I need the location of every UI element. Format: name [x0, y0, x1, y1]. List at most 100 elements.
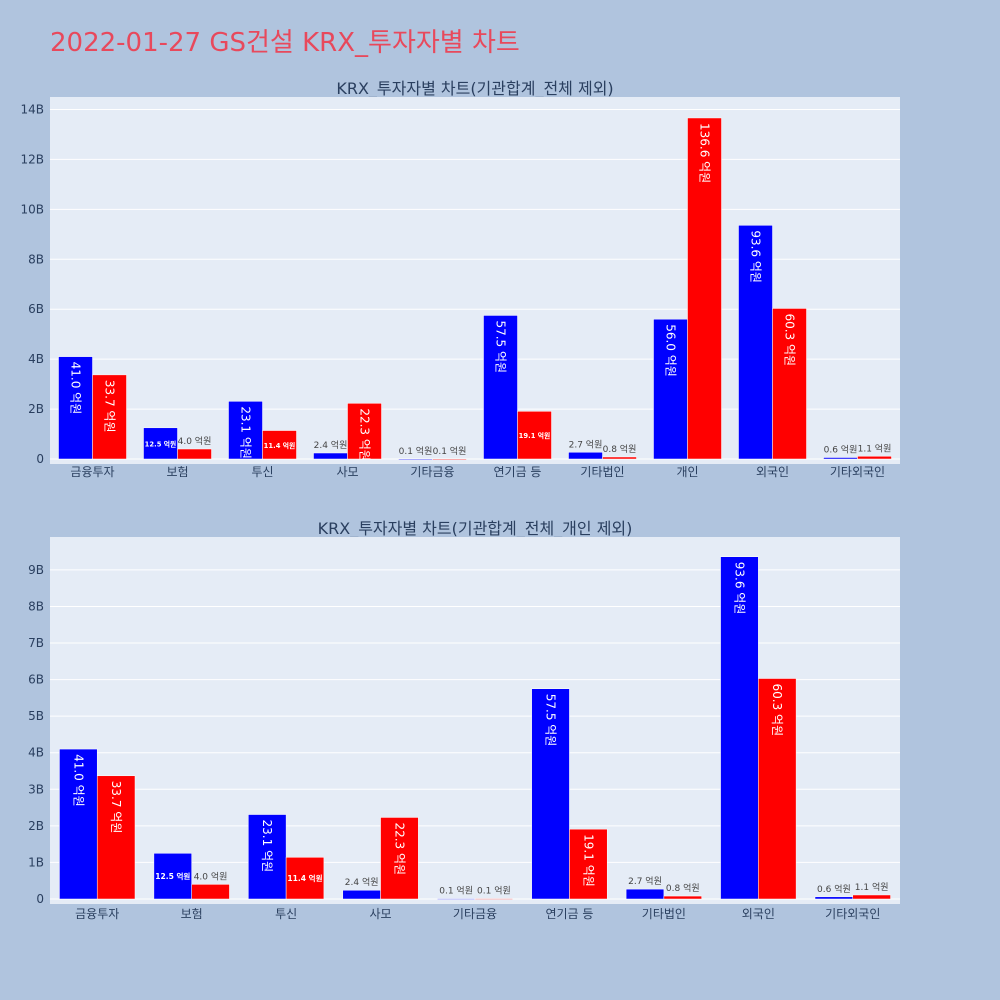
- data-label: 57.5 억원: [494, 320, 508, 373]
- data-label: 22.3 억원: [392, 822, 406, 875]
- bar: [474, 898, 514, 900]
- data-label: 0.1 억원: [439, 885, 473, 897]
- data-label: 2.4 억원: [314, 439, 348, 451]
- chart-title: KRX_투자자별 차트(기관합계_전체_개인 제외): [318, 519, 633, 539]
- bar: [653, 318, 688, 460]
- bar: [663, 895, 702, 900]
- data-label: 33.7 억원: [109, 781, 123, 834]
- y-tick-label: 2B: [28, 402, 44, 416]
- x-tick-label: 보험: [181, 907, 203, 921]
- x-tick-label: 외국인: [742, 907, 775, 921]
- y-tick-label: 2B: [28, 819, 44, 833]
- chart-institutional-individual-excluded: KRX_투자자별 차트(기관합계_전체_개인 제외) 0 1B 2B 3B 4B 5B 6B 7…: [28, 519, 900, 921]
- y-tick-label: 4B: [28, 352, 44, 366]
- y-tick-label: 7B: [28, 636, 44, 650]
- data-label: 2.4 억원: [345, 876, 379, 888]
- data-label: 23.1 억원: [239, 406, 253, 459]
- bar: [857, 456, 892, 460]
- bar: [483, 315, 518, 460]
- bar: [625, 888, 665, 900]
- data-label: 56.0 억원: [664, 324, 678, 377]
- x-tick-label: 기타외국인: [825, 907, 880, 921]
- bar: [342, 889, 381, 900]
- data-label: 41.0 억원: [71, 754, 85, 807]
- x-tick-label: 연기금 등: [545, 907, 593, 921]
- data-label: 2.7 억원: [569, 438, 603, 450]
- y-tick-label: 6B: [28, 302, 44, 316]
- y-tick-label: 6B: [28, 673, 44, 687]
- data-label: 0.1 억원: [433, 445, 467, 457]
- x-tick-label: 개인: [676, 465, 698, 479]
- page-title: 2022-01-27 GS건설 KRX_투자자별 차트: [50, 28, 520, 58]
- data-label: 93.6 억원: [749, 230, 763, 283]
- data-label: 60.3 억원: [783, 313, 797, 366]
- bar: [772, 308, 807, 460]
- bar: [59, 748, 98, 900]
- data-label: 12.5 억원: [145, 439, 177, 448]
- data-label: 60.3 억원: [770, 684, 784, 737]
- y-tick-label: 3B: [28, 782, 44, 796]
- data-label: 0.1 억원: [399, 445, 433, 457]
- data-label: 23.1 억원: [260, 820, 274, 873]
- x-tick-label: 금융투자: [70, 465, 114, 479]
- data-label: 0.8 억원: [603, 443, 637, 455]
- y-tick-label: 14B: [20, 102, 44, 116]
- bar: [96, 775, 136, 900]
- bar: [823, 457, 858, 460]
- bar: [285, 857, 325, 900]
- x-tick-label: 투신: [251, 465, 273, 479]
- data-label: 1.1 억원: [855, 881, 889, 893]
- data-label: 57.5 억원: [544, 694, 558, 747]
- x-tick-label: 기타외국인: [830, 465, 885, 479]
- x-tick-label: 외국인: [756, 465, 789, 479]
- y-tick-label: 8B: [28, 252, 44, 266]
- data-label: 0.1 억원: [477, 885, 511, 897]
- y-tick-label: 0: [36, 892, 44, 906]
- bar: [191, 884, 230, 900]
- chart-title: KRX_투자자별 차트(기관합계_전체 제외): [336, 79, 613, 99]
- x-tick-label: 기타금융: [453, 907, 497, 921]
- bar: [177, 448, 212, 460]
- data-label: 2.7 억원: [628, 875, 662, 887]
- bar: [568, 452, 603, 460]
- x-tick-label: 기타법인: [642, 907, 686, 921]
- data-label: 0.6 억원: [824, 444, 858, 456]
- bar: [569, 828, 608, 900]
- data-label: 33.7 억원: [103, 380, 117, 433]
- bar: [687, 117, 722, 460]
- bar: [313, 452, 348, 460]
- bar: [228, 401, 263, 460]
- data-label: 19.1 억원: [519, 431, 551, 440]
- bar: [738, 225, 773, 460]
- y-tick-label: 4B: [28, 746, 44, 760]
- data-label: 4.0 억원: [194, 870, 228, 882]
- x-tick-label: 연기금 등: [494, 465, 542, 479]
- x-tick-label: 보험: [166, 465, 188, 479]
- y-tick-label: 0: [36, 452, 44, 466]
- x-tick-label: 투신: [275, 907, 297, 921]
- bar: [602, 456, 637, 460]
- data-label: 4.0 억원: [178, 435, 212, 447]
- bar: [398, 458, 433, 460]
- y-tick-label: 5B: [28, 709, 44, 723]
- bar: [347, 403, 382, 460]
- y-tick-label: 1B: [28, 855, 44, 869]
- bar: [531, 688, 570, 900]
- bar: [814, 896, 854, 900]
- bar: [92, 374, 127, 460]
- bar: [143, 427, 178, 460]
- x-tick-label: 사모: [336, 465, 358, 479]
- x-tick-label: 사모: [370, 907, 392, 921]
- data-label: 1.1 억원: [858, 442, 892, 454]
- bar: [758, 678, 797, 900]
- y-tick-label: 9B: [28, 563, 44, 577]
- x-tick-label: 기타법인: [580, 465, 624, 479]
- bar: [248, 814, 287, 900]
- x-tick-label: 금융투자: [75, 907, 119, 921]
- bar: [262, 430, 297, 460]
- data-label: 93.6 억원: [732, 562, 746, 615]
- y-tick-label: 8B: [28, 599, 44, 613]
- data-label: 19.1 억원: [581, 834, 595, 887]
- data-label: 11.4 억원: [287, 873, 322, 883]
